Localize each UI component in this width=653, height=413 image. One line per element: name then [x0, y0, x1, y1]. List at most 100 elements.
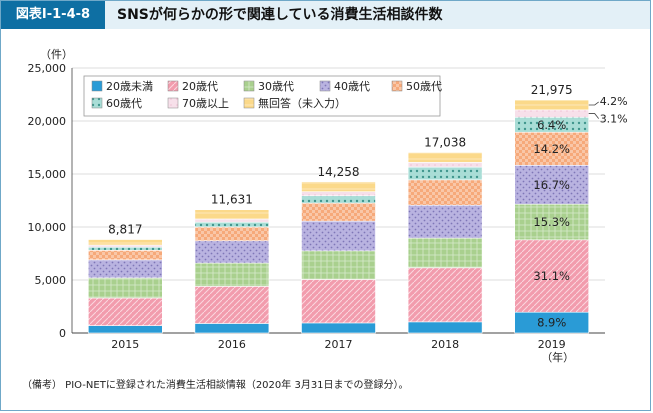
legend-item: 20歳代 [167, 80, 218, 93]
total-label: 21,975 [531, 83, 573, 97]
y-tick-label: 0 [59, 327, 66, 340]
bar-segment [194, 218, 270, 223]
legend-label: 50歳代 [406, 80, 442, 93]
bar-segment [407, 152, 483, 163]
bar-segment [194, 286, 270, 324]
bar-stack-2018 [407, 152, 483, 334]
bar-segment [194, 240, 270, 264]
figure-label: 図表Ⅰ-1-4-8 [1, 1, 105, 29]
legend-label: 20歳代 [182, 80, 218, 93]
legend-swatch [91, 97, 103, 109]
percent-label: 15.3% [533, 215, 570, 229]
legend-box [83, 75, 441, 117]
bar-segment [88, 297, 163, 326]
legend-label: 30歳代 [258, 80, 294, 93]
bar-segment [88, 250, 163, 261]
y-unit-label: （件） [40, 48, 73, 61]
bar-segment [88, 259, 163, 279]
bar-stack-2017 [301, 181, 376, 334]
legend-swatch [391, 80, 403, 92]
x-tick-label: 2018 [431, 338, 459, 351]
percent-label: 6.4% [537, 118, 566, 132]
y-tick-label: 10,000 [28, 221, 67, 234]
bar-segment [88, 239, 163, 246]
bar-segment [407, 179, 483, 206]
bar-segment [514, 165, 590, 205]
legend-swatch [167, 97, 179, 109]
percent-label-unanswered: 4.2% [600, 95, 628, 108]
bar-segment [407, 166, 483, 181]
y-tick-label: 15,000 [28, 168, 67, 181]
bar-segment [514, 203, 590, 241]
bar-stack-2016 [194, 209, 270, 334]
total-label: 11,631 [211, 193, 253, 207]
legend-label: 無回答（未入力） [258, 96, 346, 110]
bar-segment [88, 244, 163, 248]
legend-swatch [319, 80, 331, 92]
figure-header: 図表Ⅰ-1-4-8 SNSが何らかの形で関連している消費生活相談件数 [1, 1, 650, 29]
bar-segment [514, 131, 590, 166]
bar-segment [88, 325, 163, 334]
bar-stack-2019 [514, 99, 590, 334]
bar-segment [301, 191, 376, 197]
legend-label: 20歳未満 [106, 80, 153, 93]
legend-item: 70歳以上 [167, 97, 229, 110]
legend-label: 70歳以上 [182, 97, 229, 110]
x-tick-label: 2015 [111, 338, 139, 351]
bar-segment [514, 99, 590, 111]
bar-segment [301, 322, 376, 334]
percent-label: 14.2% [533, 142, 570, 156]
bar-segment [514, 239, 590, 313]
x-tick-label: 2017 [325, 338, 353, 351]
bar-segment [301, 250, 376, 280]
legend-item: 20歳未満 [91, 80, 153, 93]
legend-item: 40歳代 [319, 80, 370, 93]
legend-item: 50歳代 [391, 80, 442, 93]
bar-segment [194, 323, 270, 334]
percent-label-70plus: 3.1% [600, 113, 628, 126]
bar-segment [301, 279, 376, 324]
figure-title: SNSが何らかの形で関連している消費生活相談件数 [117, 7, 443, 23]
legend-swatch [91, 80, 103, 92]
bar-segment [407, 204, 483, 239]
percent-label: 8.9% [537, 316, 566, 330]
total-label: 8,817 [108, 223, 142, 237]
x-unit-label: （年） [541, 350, 574, 364]
legend-label: 60歳代 [106, 97, 142, 110]
y-tick-label: 25,000 [28, 62, 67, 75]
bar-segment [88, 277, 163, 299]
callout-line-70plus [588, 113, 600, 119]
x-tick-label: 2019 [538, 338, 566, 351]
legend-swatch [243, 80, 255, 92]
y-tick-label: 5,000 [35, 274, 67, 287]
bar-segment [301, 181, 376, 193]
bar-segment [88, 246, 163, 251]
legend-item: 無回答（未入力） [243, 96, 346, 110]
bar-segment [407, 237, 483, 269]
y-tick-label: 20,000 [28, 115, 67, 128]
bar-segment [407, 162, 483, 168]
bar-stack-2015 [88, 239, 163, 334]
bar-segment [194, 209, 270, 220]
bar-segment [194, 226, 270, 242]
total-label: 14,258 [318, 165, 360, 179]
total-label: 17,038 [424, 135, 466, 149]
bar-segment [514, 109, 590, 118]
legend-item: 60歳代 [91, 97, 142, 110]
bar-segment [407, 267, 483, 323]
legend-item: 30歳代 [243, 80, 294, 93]
legend-label: 40歳代 [334, 80, 370, 93]
bar-segment [301, 195, 376, 204]
callout-line-unanswered [588, 101, 599, 106]
bar-segment [194, 262, 270, 287]
source-note: （備考） PIO-NETに登録された消費生活相談情報（2020年 3月31日まで… [22, 380, 409, 391]
legend-swatch [167, 80, 179, 92]
bar-segment [194, 221, 270, 228]
percent-label: 31.1% [533, 269, 570, 283]
bar-segment [407, 321, 483, 334]
bar-segment [301, 202, 376, 222]
percent-label: 16.7% [533, 178, 570, 192]
x-tick-label: 2016 [218, 338, 246, 351]
bar-segment [301, 220, 376, 252]
